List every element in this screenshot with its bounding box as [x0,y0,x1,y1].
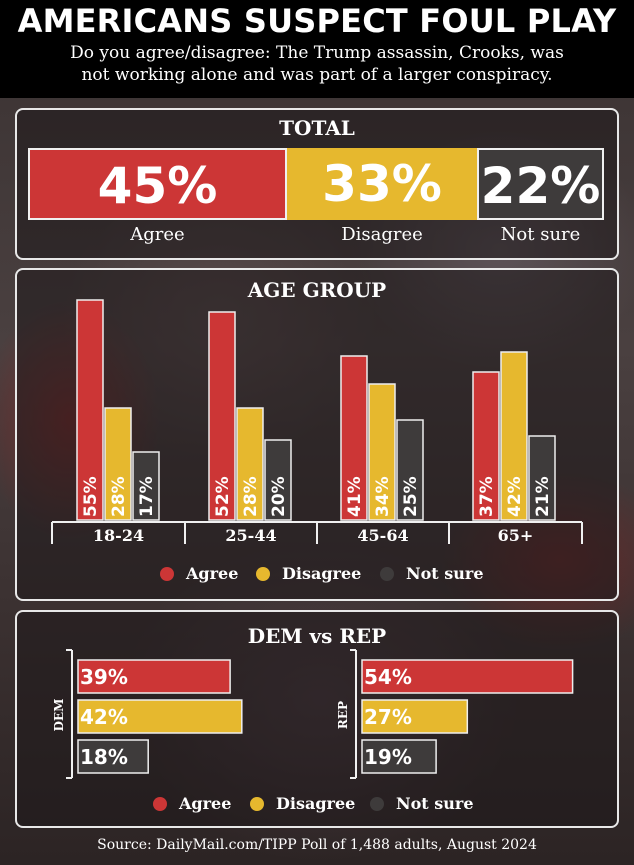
party-category-label: DEM [52,699,66,732]
age-value-label: 25% [401,476,421,517]
legend-label-disagree: Disagree [282,564,362,583]
total-title: TOTAL [279,116,355,140]
legend-label-agree: Agree [186,564,239,583]
age-bar-45-64-disagree [368,383,396,521]
age-category-label: 18-24 [93,526,144,545]
party-bar-DEM-agree [77,659,231,694]
party-bar-DEM-not_sure [77,739,149,774]
party-bar-REP-not_sure [361,739,437,774]
party-value-label: 19% [364,745,412,769]
party-value-label: 39% [80,665,128,689]
age-bar-65+-not_sure [528,435,556,521]
age-bar-18-24-agree [76,299,104,521]
age-category-label: 45-64 [357,526,408,545]
legend-swatch-not_sure [370,797,384,811]
age-bar-65+-disagree [500,351,528,521]
age-value-label: 28% [109,476,129,517]
legend-label-not_sure: Not sure [406,564,484,583]
legend-label-not_sure: Not sure [396,794,474,813]
legend-swatch-disagree [256,567,270,581]
total-value-disagree: 33% [322,155,442,213]
age-bar-18-24-disagree [104,407,132,521]
legend-swatch-agree [153,797,167,811]
source-note: Source: DailyMail.com/TIPP Poll of 1,488… [97,837,537,853]
age-category-label: 25-44 [225,526,276,545]
age-bar-25-44-not_sure [264,439,292,521]
legend-label-disagree: Disagree [276,794,356,813]
age-value-label: 28% [241,476,261,517]
age-bar-25-44-disagree [236,407,264,521]
age-bar-45-64-not_sure [396,419,424,521]
party-category-label: REP [336,701,350,729]
subtitle-line-2: not working alone and was part of a larg… [81,65,553,85]
legend-label-agree: Agree [179,794,232,813]
age-value-label: 55% [81,476,101,517]
age-value-label: 41% [345,476,365,517]
age-bar-25-44-agree [208,311,236,521]
party-value-label: 54% [364,665,412,689]
total-label-not_sure: Not sure [500,224,581,245]
age-value-label: 17% [137,476,157,517]
age-value-label: 52% [213,476,233,517]
subtitle-line-1: Do you agree/disagree: The Trump assassi… [70,43,564,63]
total-label-disagree: Disagree [341,224,423,245]
page-subtitle: Do you agree/disagree: The Trump assassi… [20,42,614,86]
total-value-agree: 45% [97,157,218,215]
legend-swatch-agree [160,567,174,581]
total-bar-agree: 45% [28,148,287,220]
age-bar-18-24-not_sure [132,451,160,521]
age-value-label: 37% [477,476,497,517]
age-title: AGE GROUP [247,278,387,302]
total-bar-disagree: 33% [287,148,477,220]
header: AMERICANS SUSPECT FOUL PLAY Do you agree… [0,0,634,98]
age-category-label: 65+ [498,526,534,545]
party-bar-DEM-disagree [77,699,243,734]
legend-swatch-not_sure [380,567,394,581]
age-legend: Agree Disagree Not sure [0,564,634,586]
total-label-agree: Agree [130,224,185,245]
party-value-label: 27% [364,705,412,729]
age-value-label: 42% [505,476,525,517]
legend-swatch-disagree [250,797,264,811]
page-title: AMERICANS SUSPECT FOUL PLAY [17,2,617,40]
total-value-not_sure: 22% [480,157,601,215]
party-bar-REP-agree [361,659,574,694]
age-bar-45-64-agree [340,355,368,521]
party-value-label: 42% [80,705,128,729]
age-value-label: 34% [373,476,393,517]
total-bar-not_sure: 22% [477,148,604,220]
age-bar-65+-agree [472,371,500,521]
party-title: DEM vs REP [247,624,387,648]
age-value-label: 20% [269,476,289,517]
party-value-label: 18% [80,745,128,769]
age-value-label: 21% [533,476,553,517]
party-legend: Agree Disagree Not sure [0,794,634,816]
party-bar-REP-disagree [361,699,469,734]
